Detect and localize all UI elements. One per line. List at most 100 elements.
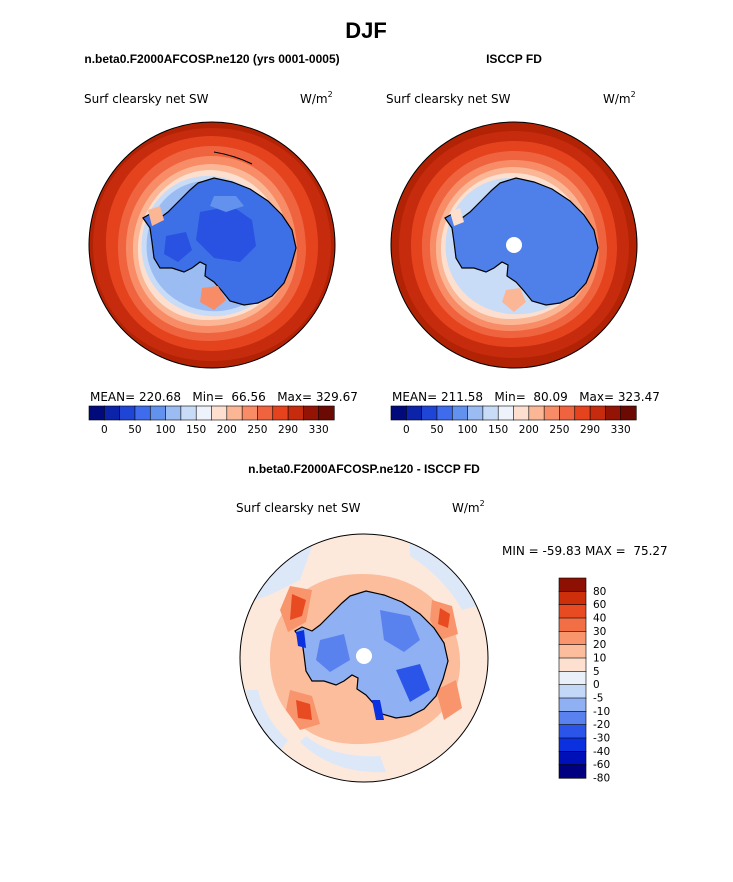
colorbar-tick-label: 20: [593, 639, 606, 651]
colorbar-swatch: [558, 577, 587, 592]
colorbar-swatch: [559, 405, 576, 421]
negative-20-patch: [396, 664, 430, 702]
colorbar-swatch: [318, 405, 335, 421]
colorbar-swatch: [241, 405, 259, 421]
colorbar-swatch: [558, 657, 587, 672]
colorbar-swatch: [543, 405, 561, 421]
colorbar-tick-label: 290: [278, 424, 298, 436]
panel-observations-stats: MEAN= 211.58 Min= 80.09 Max= 323.47: [392, 390, 660, 404]
colorbar-tick-label: -10: [593, 706, 610, 718]
coastal-strong-negative: [296, 630, 384, 720]
colorbar-tick-label: 50: [430, 424, 443, 436]
colorbar-swatch: [558, 604, 587, 619]
panel-difference-boundary: [239, 533, 489, 783]
colorbar-tick-label: 10: [593, 653, 606, 665]
panel-difference-map: [240, 534, 488, 782]
colorbar-swatch: [513, 405, 530, 421]
colorbar-swatch: [119, 405, 136, 421]
blue-lighter-patch: [210, 196, 244, 212]
colorbar-swatch: [303, 405, 320, 421]
colorbar-swatch: [558, 697, 587, 712]
colorbar-tick-label: -40: [593, 746, 610, 758]
colorbar-tick-label: 330: [611, 424, 631, 436]
colorbar-swatch: [180, 405, 197, 421]
colorbar-swatch: [528, 405, 545, 421]
colorbar-tick-label: 150: [186, 424, 206, 436]
panel-model-stats: MEAN= 220.68 Min= 66.56 Max= 329.67: [90, 390, 358, 404]
colorbar-tick-label: -80: [593, 773, 610, 785]
colorbar-swatch: [272, 405, 289, 421]
colorbar-tick-label: 100: [458, 424, 478, 436]
colorbar-swatch: [88, 405, 105, 421]
negative-10-patch-2: [316, 634, 350, 672]
negative-outer-band-2: [410, 540, 484, 610]
colorbar-swatch: [620, 405, 637, 421]
colorbar-tick-label: 330: [309, 424, 329, 436]
panel-difference-units: W/m2: [452, 499, 485, 515]
colorbar-swatch: [421, 405, 438, 421]
colorbar-tick-label: 150: [488, 424, 508, 436]
panel-difference-field-label: Surf clearsky net SW: [236, 501, 361, 515]
colorbar-tick-label: -5: [593, 693, 603, 705]
colorbar-swatch: [558, 711, 587, 726]
colorbar-tick-label: 0: [101, 424, 108, 436]
colorbar-swatch: [226, 405, 243, 421]
colorbar-swatch: [134, 405, 151, 421]
colorbar-swatch: [211, 405, 228, 421]
panel-observations-field-label: Surf clearsky net SW: [386, 92, 511, 106]
colorbar-swatch: [406, 405, 423, 421]
figure-title: DJF: [345, 18, 387, 43]
pole-hole: [506, 237, 522, 253]
colorbar-swatch: [558, 737, 587, 752]
colorbar-swatch: [558, 617, 587, 632]
peninsula-warm: [450, 208, 464, 226]
colorbar-tick-label: 40: [593, 613, 606, 625]
blue-darker-patch-2: [164, 232, 192, 262]
ross-shelf-warm: [502, 288, 526, 312]
panel-difference-stats: MIN = -59.83 MAX = 75.27: [502, 544, 668, 558]
colorbar-swatch: [436, 405, 453, 421]
colorbar-swatch: [287, 405, 304, 421]
panel-difference: n.beta0.F2000AFCOSP.ne120 - ISCCP FD Sur…: [236, 462, 668, 785]
colorbar-swatch: [451, 405, 469, 421]
colorbar-tick-label: 50: [128, 424, 141, 436]
negative-outer-band-3: [300, 736, 386, 773]
panel-difference-title: n.beta0.F2000AFCOSP.ne120 - ISCCP FD: [248, 462, 480, 476]
coast-ice-shelf: [213, 151, 253, 165]
colorbar-tick-label: 200: [519, 424, 539, 436]
colorbar-tick-label: 200: [217, 424, 237, 436]
colorbar-tick-label: -60: [593, 759, 610, 771]
panel-model-colorbar: 0 50 100 150 200 250 290 330: [88, 405, 335, 436]
colorbar-swatch: [149, 405, 167, 421]
colorbar-tick-label: 5: [593, 666, 600, 678]
colorbar-swatch: [165, 405, 182, 421]
colorbar-tick-label: 0: [403, 424, 410, 436]
blue-darker-patch-1: [196, 206, 256, 262]
colorbar-swatch: [558, 631, 587, 646]
colorbar-swatch: [558, 671, 587, 686]
colorbar-swatch: [605, 405, 622, 421]
colorbar-swatch: [574, 405, 591, 421]
colorbar-tick-label: 30: [593, 626, 606, 638]
colorbar-tick-label: -30: [593, 733, 610, 745]
panel-model-title: n.beta0.F2000AFCOSP.ne120 (yrs 0001-0005…: [84, 52, 339, 66]
colorbar-tick-label: -20: [593, 719, 610, 731]
colorbar-swatch: [558, 684, 587, 699]
colorbar-swatch: [558, 764, 587, 779]
panel-observations: ISCCP FD Surf clearsky net SW W/m2 MEAN=…: [386, 52, 660, 436]
colorbar-swatch: [195, 405, 213, 421]
colorbar-swatch: [558, 591, 587, 606]
colorbar-tick-label: 80: [593, 586, 606, 598]
colorbar-tick-label: 0: [593, 679, 600, 691]
negative-outer-band-1: [250, 546, 312, 600]
colorbar-swatch: [558, 724, 587, 739]
colorbar-swatch: [482, 405, 499, 421]
colorbar-tick-label: 250: [549, 424, 569, 436]
colorbar-tick-label: 250: [247, 424, 267, 436]
ring-positive-40: [290, 594, 450, 720]
panel-model-boundary: [88, 121, 336, 369]
colorbar-tick-label: 100: [156, 424, 176, 436]
ross-shelf-warm: [200, 286, 226, 310]
